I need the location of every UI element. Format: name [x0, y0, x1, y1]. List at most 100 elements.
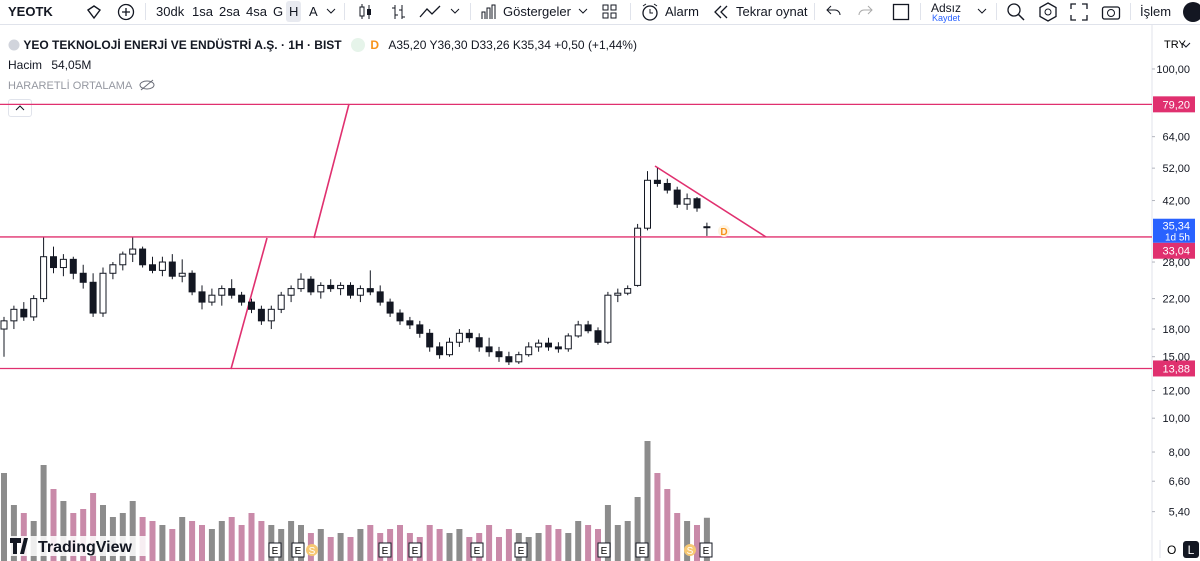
dropdown[interactable]: [450, 7, 460, 15]
candle-body: [0, 320, 8, 330]
candle-body: [59, 258, 67, 269]
layout-name[interactable]: Adsız: [931, 1, 962, 15]
redo[interactable]: [857, 4, 873, 18]
chart-type[interactable]: [356, 3, 376, 21]
ohlc-values: A35,20 Y36,30 D33,26 K35,34 +0,50 (+1,44…: [388, 38, 637, 52]
separator: [470, 3, 471, 20]
events: E E S E E E E E E S E: [268, 542, 713, 558]
candles: [0, 168, 711, 366]
legend-row: YEO TEKNOLOJİ ENERJİ VE ENDÜSTRİ A.Ş. · …: [8, 38, 637, 52]
layout-save[interactable]: Kaydet: [932, 13, 961, 23]
hidden-icon[interactable]: [139, 79, 155, 91]
event-label: E: [412, 546, 419, 557]
candle-body: [317, 284, 325, 293]
candle-body: [327, 284, 335, 290]
volume-bar: [545, 525, 552, 561]
candle-body: [426, 332, 434, 348]
candle-body: [228, 288, 236, 296]
event-circle: [684, 544, 696, 556]
separator: [1130, 3, 1131, 20]
volume-bar: [486, 525, 493, 561]
fullscreen-box[interactable]: [892, 3, 910, 21]
y-tick-label: 5,40: [1169, 507, 1190, 519]
candle-body: [693, 198, 701, 209]
candle-body: [584, 324, 592, 332]
interval[interactable]: G: [273, 4, 284, 19]
camera-icon[interactable]: [1101, 3, 1121, 21]
interval[interactable]: 2sa: [219, 4, 240, 19]
countdown-label: 1d 5h: [1165, 233, 1190, 244]
price-line-label-bg: [1153, 242, 1195, 259]
dividend-marker: [718, 225, 730, 237]
current-price-label: 35,34: [1162, 221, 1190, 233]
trade-button[interactable]: İşlem: [1140, 4, 1172, 19]
account-icon[interactable]: [1183, 2, 1200, 22]
event-label: S: [309, 546, 316, 557]
indicators-button[interactable]: Göstergeler: [503, 4, 571, 19]
watch-icon[interactable]: [86, 4, 102, 20]
candle-body: [703, 226, 711, 229]
volume-bar: [268, 525, 275, 561]
dropdown[interactable]: [977, 7, 987, 15]
candle-body: [109, 264, 117, 274]
fullscreen-icon[interactable]: [1070, 3, 1088, 21]
search-icon[interactable]: [1006, 2, 1026, 22]
compare-button[interactable]: [117, 3, 135, 21]
volume-bar: [10, 505, 17, 561]
alarm-icon[interactable]: [640, 2, 660, 22]
candle-body: [198, 291, 206, 303]
replay-icon[interactable]: [713, 5, 729, 19]
candle-body: [505, 356, 513, 363]
volume-bar: [228, 517, 235, 561]
interval[interactable]: 1sa: [192, 4, 213, 19]
dropdown[interactable]: [326, 7, 336, 15]
volume-bar: [317, 529, 324, 561]
indicators-icon[interactable]: [480, 3, 498, 21]
replay-button[interactable]: Tekrar oynat: [736, 4, 808, 19]
indicator-bars[interactable]: [390, 3, 408, 21]
event-box: [408, 542, 422, 558]
scale-option: O: [1167, 543, 1176, 557]
interval[interactable]: 4sa: [246, 4, 267, 19]
volume-bar: [288, 521, 295, 561]
interval[interactable]: A: [309, 4, 318, 19]
templates-icon[interactable]: [601, 3, 619, 21]
volume-bar: [20, 513, 27, 561]
collapse-legend[interactable]: [8, 99, 32, 117]
volume-bar: [119, 513, 126, 561]
candle-body: [396, 312, 404, 322]
line-chart-icon[interactable]: [419, 4, 441, 20]
interval-active[interactable]: H: [286, 1, 302, 22]
candle-body: [406, 320, 414, 326]
volume-bar: [179, 517, 186, 561]
event-label: E: [639, 546, 646, 557]
event-label: S: [687, 546, 694, 557]
undo[interactable]: [826, 4, 842, 18]
symbol-logo: [8, 39, 20, 51]
candle-body: [337, 284, 345, 290]
price-line-label: 33,04: [1162, 246, 1190, 258]
currency-dropdown: [1181, 42, 1191, 48]
volume-bar: [595, 529, 601, 561]
dropdown[interactable]: [578, 7, 588, 15]
separator: [344, 3, 345, 20]
candle-body: [347, 284, 354, 296]
volume-value: 54,05M: [51, 58, 92, 72]
settings-icon[interactable]: [1038, 2, 1058, 22]
volume-bar: [30, 521, 37, 561]
event-box: [699, 542, 713, 558]
volume-bar: [347, 537, 354, 561]
interval[interactable]: 30dk: [156, 4, 185, 19]
candle-body: [673, 189, 681, 205]
y-tick-label: 6,60: [1169, 476, 1190, 488]
alert-button[interactable]: Alarm: [665, 4, 699, 19]
symbol-search[interactable]: YEOTK: [8, 4, 53, 19]
volume-bar: [416, 537, 423, 561]
volume-bar: [238, 525, 245, 561]
volume-bar: [337, 533, 344, 561]
event-label: E: [295, 546, 302, 557]
volume-bar: [189, 521, 196, 561]
event-label: E: [601, 546, 608, 557]
price-line-label: 13,88: [1162, 363, 1190, 375]
